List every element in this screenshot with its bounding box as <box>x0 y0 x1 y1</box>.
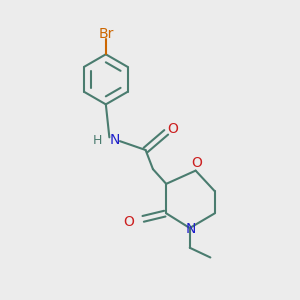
Text: O: O <box>167 122 178 136</box>
Text: O: O <box>123 214 134 229</box>
Text: N: N <box>185 222 196 236</box>
Text: Br: Br <box>98 27 113 41</box>
Text: H: H <box>93 134 102 147</box>
Text: N: N <box>110 133 120 147</box>
Text: O: O <box>191 156 202 170</box>
